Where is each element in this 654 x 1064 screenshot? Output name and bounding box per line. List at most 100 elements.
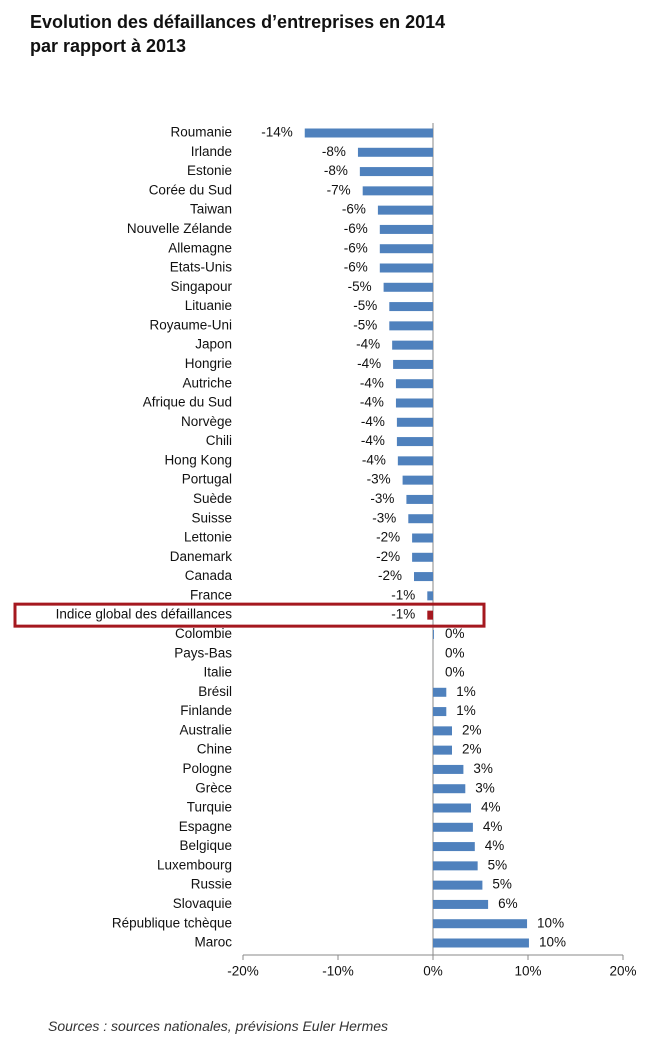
value-label: -4%	[360, 395, 384, 410]
category-label: Russie	[191, 877, 232, 892]
value-label: -3%	[367, 472, 391, 487]
bar	[397, 456, 433, 466]
category-label: Japon	[195, 337, 232, 352]
category-label: Espagne	[179, 819, 232, 834]
category-label: Danemark	[170, 549, 233, 564]
category-label: Italie	[203, 665, 232, 680]
value-label: -4%	[361, 433, 385, 448]
bar	[389, 302, 433, 312]
value-label: -6%	[344, 240, 368, 255]
x-tick-label: 20%	[609, 964, 636, 979]
category-label: Singapour	[170, 279, 232, 294]
bar	[427, 610, 433, 620]
value-label: -6%	[344, 260, 368, 275]
value-label: -14%	[261, 125, 293, 140]
bar	[433, 784, 466, 794]
bar	[433, 861, 478, 871]
value-label: -4%	[357, 356, 381, 371]
bar	[433, 842, 475, 852]
value-label: 0%	[445, 626, 465, 641]
bar	[396, 417, 433, 427]
bar	[379, 244, 433, 254]
bar	[357, 147, 433, 157]
value-label: 1%	[456, 703, 476, 718]
category-label: Lettonie	[184, 530, 232, 545]
bar	[406, 494, 433, 504]
bar	[402, 475, 433, 485]
value-label: 0%	[445, 645, 465, 660]
bar	[433, 880, 483, 890]
value-label: -8%	[322, 144, 346, 159]
value-label: 2%	[462, 722, 482, 737]
value-label: -4%	[356, 337, 380, 352]
bar	[412, 552, 433, 562]
value-label: -5%	[348, 279, 372, 294]
bar	[396, 437, 433, 447]
category-label: Allemagne	[168, 240, 232, 255]
value-label: -2%	[376, 530, 400, 545]
category-label: Australie	[179, 722, 232, 737]
category-label: Norvège	[181, 414, 232, 429]
category-label: Turquie	[187, 800, 232, 815]
bar	[433, 745, 452, 755]
bar	[414, 572, 433, 582]
category-label: Indice global des défaillances	[56, 607, 233, 622]
value-label: -5%	[353, 298, 377, 313]
category-label: Belgique	[179, 838, 232, 853]
value-label: -3%	[370, 491, 394, 506]
category-label: Maroc	[194, 935, 232, 950]
category-label: Nouvelle Zélande	[127, 221, 232, 236]
category-label: Autriche	[182, 375, 232, 390]
value-label: -4%	[360, 375, 384, 390]
category-label: Hongrie	[185, 356, 232, 371]
value-label: 10%	[537, 915, 564, 930]
category-label: Lituanie	[185, 298, 232, 313]
value-label: 3%	[475, 780, 495, 795]
x-tick-label: 0%	[423, 964, 443, 979]
bar	[433, 629, 434, 639]
value-label: 2%	[462, 742, 482, 757]
bar	[362, 186, 433, 196]
bar	[359, 167, 433, 177]
category-label: Suisse	[191, 510, 232, 525]
category-label: Canada	[185, 568, 233, 583]
category-label: Etats-Unis	[170, 260, 233, 275]
category-label: Chili	[206, 433, 232, 448]
bar	[433, 764, 464, 774]
bar	[433, 919, 528, 929]
bar	[412, 533, 433, 543]
value-label: 4%	[481, 800, 501, 815]
bar	[427, 591, 433, 601]
value-label: 1%	[456, 684, 476, 699]
category-label: Taiwan	[190, 202, 232, 217]
category-label: Roumanie	[170, 125, 232, 140]
category-label: Luxembourg	[157, 857, 232, 872]
bar	[433, 687, 447, 697]
bar	[395, 379, 433, 389]
category-label: Estonie	[187, 163, 232, 178]
bar	[383, 282, 433, 292]
source-note: Sources : sources nationales, prévisions…	[48, 1018, 389, 1034]
bar	[395, 398, 433, 408]
value-label: 10%	[539, 935, 566, 950]
category-label: Colombie	[175, 626, 232, 641]
value-label: -7%	[327, 182, 351, 197]
value-label: -2%	[378, 568, 402, 583]
value-label: 4%	[485, 838, 505, 853]
value-label: -5%	[353, 317, 377, 332]
bar	[433, 726, 452, 736]
category-label: Portugal	[182, 472, 232, 487]
value-label: -6%	[344, 221, 368, 236]
value-label: -4%	[361, 414, 385, 429]
x-tick-label: -20%	[227, 964, 259, 979]
category-label: Hong Kong	[164, 452, 232, 467]
value-label: -2%	[376, 549, 400, 564]
bar	[433, 707, 447, 717]
value-label: -3%	[372, 510, 396, 525]
category-label: Pologne	[182, 761, 232, 776]
bar	[433, 803, 471, 813]
value-label: -4%	[362, 452, 386, 467]
highlight-box	[13, 602, 486, 628]
